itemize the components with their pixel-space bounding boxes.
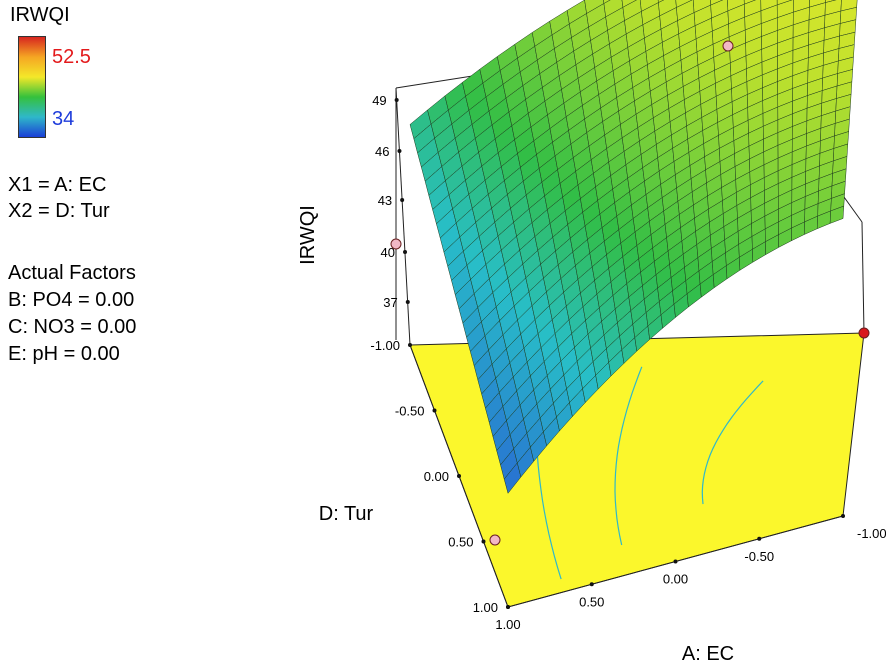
frame-left-vertical	[395, 87, 411, 346]
z-tick-mark	[400, 198, 405, 202]
design-points	[390, 40, 870, 546]
z-axis-title: IRWQI	[297, 205, 319, 265]
legend-max-label: 52.5	[52, 46, 91, 68]
legend-min-label: 34	[52, 108, 75, 130]
y-axis-title: D: Tur	[319, 503, 374, 525]
y-tick-label: -1.00	[370, 338, 400, 353]
x-tick-mark	[841, 514, 845, 518]
design-point	[858, 327, 870, 339]
z-tick-label: 46	[375, 144, 389, 159]
y-tick-label: 1.00	[473, 600, 498, 615]
z-tick-label: 49	[372, 93, 386, 108]
legend-title: IRWQI	[10, 4, 70, 26]
response-surface	[409, 0, 858, 494]
x-tick-mark	[506, 605, 510, 609]
x-axis-title: A: EC	[682, 643, 734, 665]
factor-c: C: NO3 = 0.00	[8, 316, 137, 338]
x-tick-mark	[589, 582, 594, 587]
y-tick-mark	[408, 343, 412, 347]
y-tick-label: 0.50	[448, 535, 473, 550]
y-tick-mark	[432, 408, 437, 413]
color-scale-bar	[18, 36, 46, 138]
z-tick-mark	[397, 149, 402, 153]
factor-x2: X2 = D: Tur	[8, 200, 110, 222]
x-tick-mark	[757, 536, 762, 541]
floor-contour	[701, 380, 764, 505]
z-tick-label: 37	[383, 295, 397, 310]
legend-panel: IRWQI 52.5 34 X1 = A: EC X2 = D: Tur Act…	[8, 0, 258, 400]
surface-cell	[829, 205, 845, 224]
x-tick-mark	[673, 559, 678, 564]
y-tick-label: -0.50	[395, 404, 425, 419]
y-tick-mark	[457, 474, 461, 478]
z-tick-label: 40	[381, 245, 395, 260]
y-tick-label: 0.00	[424, 469, 449, 484]
actual-factors-heading: Actual Factors	[8, 262, 136, 284]
floor-contour	[614, 366, 643, 546]
z-tick-label: 43	[378, 193, 392, 208]
x-tick-label: -0.50	[744, 549, 774, 564]
x-tick-label: 0.50	[579, 594, 604, 609]
x-tick-label: 1.00	[495, 617, 520, 632]
factor-b: B: PO4 = 0.00	[8, 289, 135, 311]
z-tick-mark	[405, 300, 410, 304]
design-point	[489, 534, 501, 546]
x-tick-label: -1.00	[857, 526, 886, 541]
design-point	[722, 40, 734, 52]
factor-e: E: pH = 0.00	[8, 343, 120, 365]
frame-right-vertical	[861, 221, 865, 334]
z-tick-mark	[403, 250, 408, 254]
axis-ticks: 37 40 43 46 49 -1.00 -0.50 0.00 0.50 1.00 1.00 0.50…	[370, 93, 886, 632]
factor-x1: X1 = A: EC	[8, 174, 107, 196]
x-tick-label: 0.00	[663, 572, 688, 587]
y-tick-mark	[481, 539, 486, 544]
z-tick-mark	[394, 98, 399, 102]
design-point	[390, 238, 402, 250]
